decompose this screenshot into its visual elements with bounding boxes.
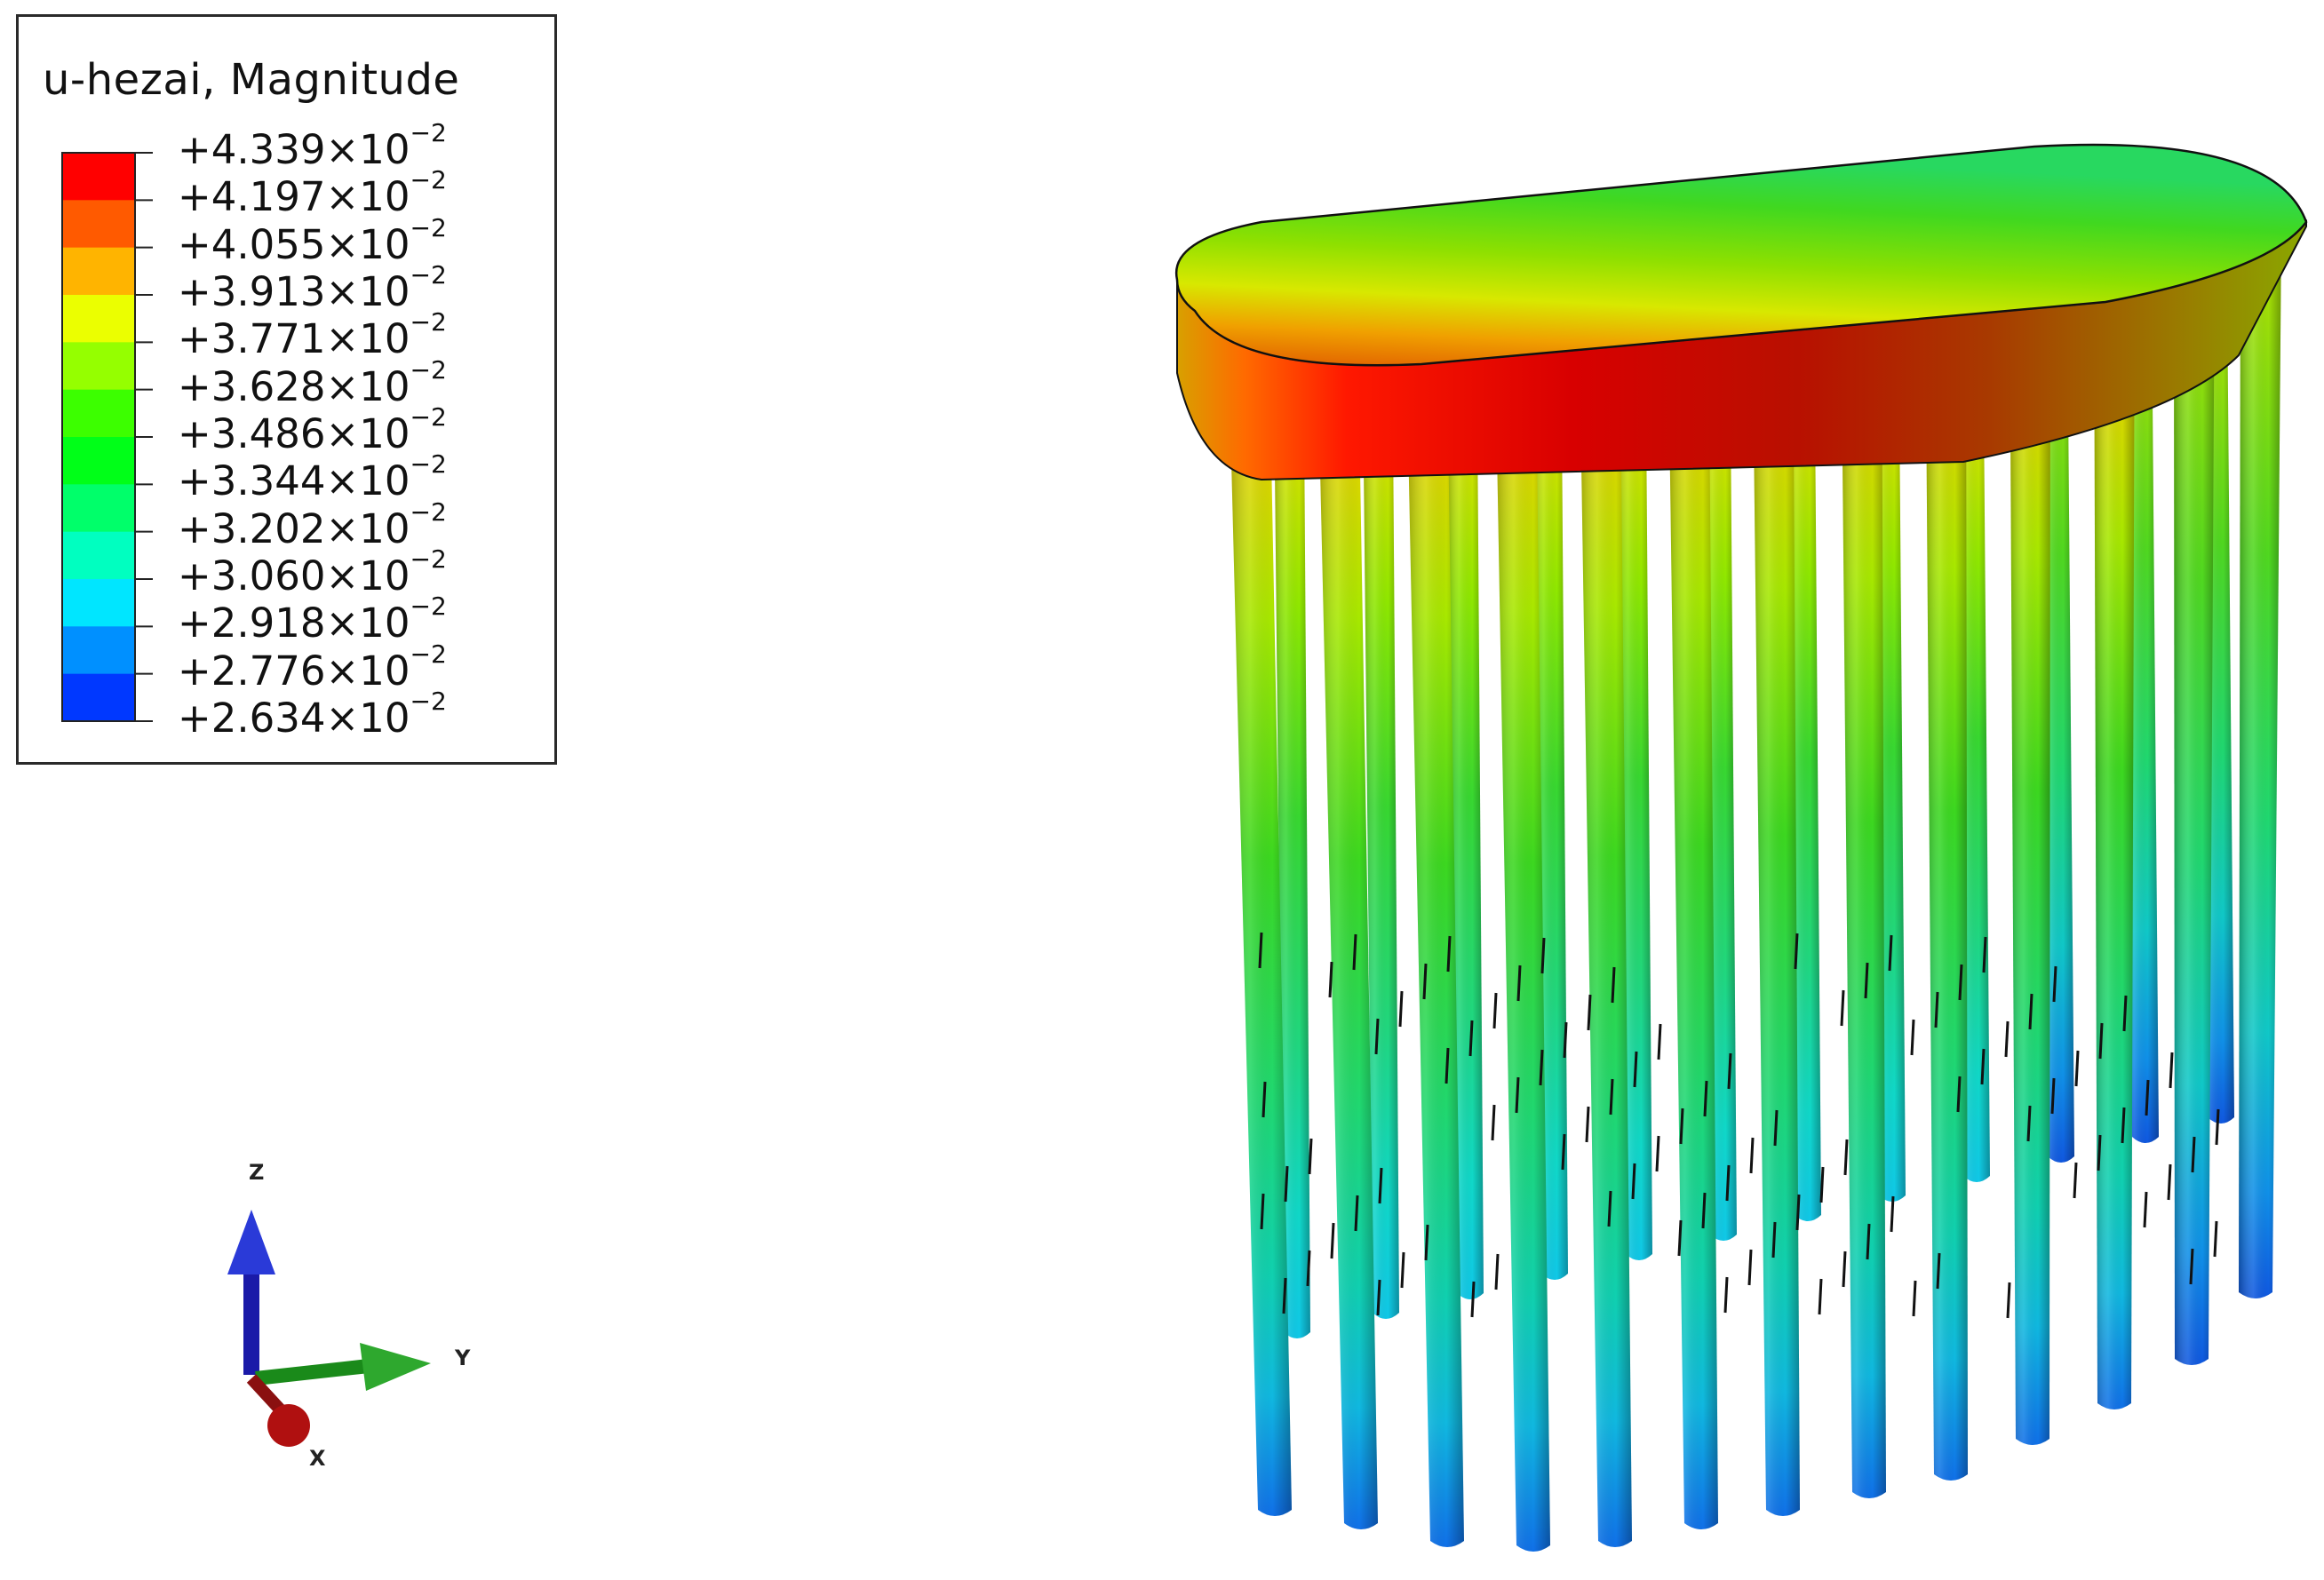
pile-shading xyxy=(2174,242,2215,1365)
legend-value-label: +3.202×10−2 xyxy=(178,496,447,552)
pile-shading xyxy=(1317,313,1378,1529)
legend-band xyxy=(62,247,135,296)
legend-band xyxy=(62,437,135,485)
legend-band xyxy=(62,295,135,343)
legend-band xyxy=(62,200,135,249)
legend-value-label: +3.486×10−2 xyxy=(178,401,447,457)
pile-shading xyxy=(2010,256,2050,1445)
triad-x-arrowhead xyxy=(267,1404,310,1447)
pile-shading xyxy=(1405,306,1464,1547)
legend-value-label: +3.344×10−2 xyxy=(178,449,447,505)
mesh-edge-marks xyxy=(1258,932,2220,1319)
legend-band xyxy=(62,389,135,438)
legend-band xyxy=(62,342,135,391)
legend-value-label: +3.628×10−2 xyxy=(178,354,447,410)
pile-shading xyxy=(1494,298,1550,1552)
triad-x-axis xyxy=(246,1374,288,1417)
triad-y-label: Y xyxy=(454,1346,471,1370)
pile-cap-top xyxy=(1174,143,2308,367)
legend-title: u-hezai, Magnitude xyxy=(43,55,460,105)
pile-cap xyxy=(1174,143,2308,481)
pile-shading xyxy=(1579,291,1632,1547)
legend-band xyxy=(62,484,135,533)
triad-z-label: Z xyxy=(249,1160,264,1185)
pile-shading xyxy=(2239,234,2281,1298)
pile-shading xyxy=(1228,320,1292,1516)
legend-color-bar xyxy=(61,152,153,722)
triad-y-axis xyxy=(255,1359,370,1385)
legend-value-label: +3.771×10−2 xyxy=(178,307,447,363)
legend-band xyxy=(62,531,135,580)
triad-x-label: X xyxy=(309,1446,326,1471)
pile-shading xyxy=(1841,270,1886,1498)
pile-shading xyxy=(1362,293,1399,1319)
legend-value-label: +4.055×10−2 xyxy=(178,212,447,268)
triad-y-arrowhead xyxy=(360,1343,431,1391)
piles-front-row xyxy=(1228,234,2281,1552)
legend-value-label: +3.913×10−2 xyxy=(178,259,447,315)
pile-shading xyxy=(1752,277,1800,1516)
legend-value-label: +4.197×10−2 xyxy=(178,165,447,221)
legend-band xyxy=(62,626,135,675)
legend-value-label: +2.918×10−2 xyxy=(178,592,447,647)
pile-shading xyxy=(1925,263,1968,1481)
legend-band xyxy=(62,673,135,722)
triad-z-arrowhead xyxy=(227,1210,275,1274)
pile-shading xyxy=(1667,284,1718,1529)
legend-value-label: +4.339×10−2 xyxy=(178,117,447,173)
legend-value-label: +3.060×10−2 xyxy=(178,544,447,599)
orientation-triad: Z Y X xyxy=(227,1160,471,1471)
legend-band xyxy=(62,579,135,627)
legend-value-label: +2.776×10−2 xyxy=(178,639,447,695)
legend-band xyxy=(62,153,135,201)
legend-value-label: +2.634×10−2 xyxy=(178,686,447,742)
